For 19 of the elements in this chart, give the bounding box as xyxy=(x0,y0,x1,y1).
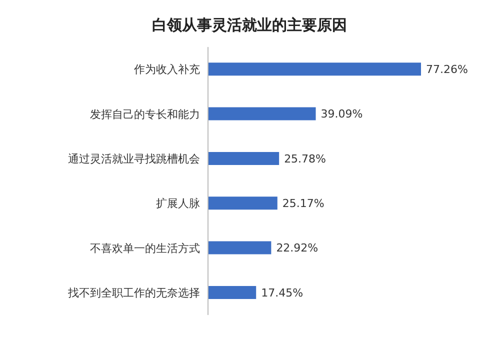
data-label: 22.92% xyxy=(276,242,318,255)
y-tick-label: 不喜欢单一的生活方式 xyxy=(90,242,200,255)
bar xyxy=(208,196,278,210)
y-tick-label: 扩展人脉 xyxy=(156,197,200,210)
y-tick-label: 发挥自己的专长和能力 xyxy=(90,108,200,121)
chart-title: 白领从事灵活就业的主要原因 xyxy=(151,15,348,35)
data-label: 25.17% xyxy=(282,197,324,210)
bar xyxy=(208,107,316,120)
data-label: 39.09% xyxy=(320,108,363,121)
bar xyxy=(208,62,421,76)
bar xyxy=(208,152,280,165)
y-tick-label: 找不到全职工作的无奈选择 xyxy=(67,286,200,300)
data-label: 25.78% xyxy=(284,152,326,166)
data-label: 77.26% xyxy=(426,63,468,76)
bar xyxy=(208,241,272,254)
y-tick-label: 作为收入补充 xyxy=(133,63,200,76)
y-tick-label: 通过灵活就业寻找跳槽机会 xyxy=(68,152,200,166)
data-label: 17.45% xyxy=(261,286,304,300)
bar xyxy=(208,286,256,299)
